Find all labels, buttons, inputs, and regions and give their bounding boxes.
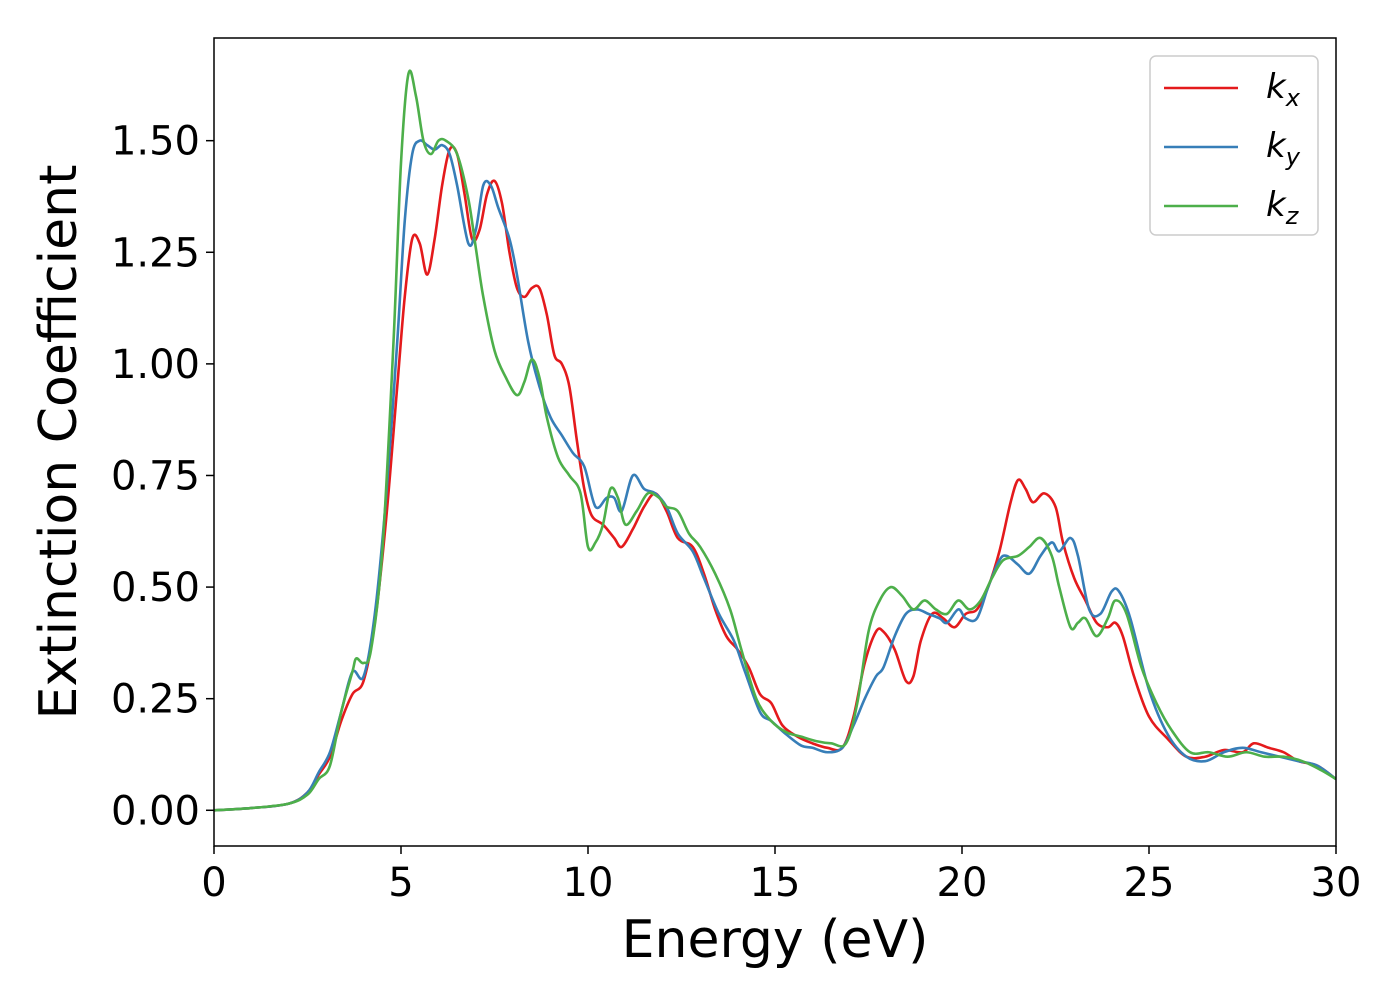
y-axis-title: Extinction Coefficient: [29, 165, 89, 720]
y-tick-label: 0.50: [111, 565, 200, 611]
legend-entries: kx ky kz: [1164, 67, 1301, 230]
series-line-x: [214, 145, 1336, 812]
legend-label-x: kx: [1266, 67, 1301, 112]
legend-box: [1149, 55, 1319, 236]
legend: kx ky kz: [1149, 55, 1319, 236]
x-ticks: 0 5 10 15 20 25 30: [201, 846, 1361, 906]
series-line-z: [214, 69, 1336, 812]
y-tick-label: 1.00: [111, 342, 200, 388]
x-tick-label: 20: [937, 860, 988, 906]
x-tick-label: 0: [201, 860, 226, 906]
lines-layer: [214, 69, 1336, 812]
y-tick-label: 1.50: [111, 119, 200, 165]
y-tick-label: 0.00: [111, 788, 200, 834]
x-tick-label: 10: [563, 860, 614, 906]
y-tick-label: 0.25: [111, 677, 200, 723]
y-tick-label: 0.75: [111, 453, 200, 499]
x-tick-label: 5: [388, 860, 413, 906]
x-tick-label: 30: [1311, 860, 1362, 906]
legend-label-y: ky: [1266, 126, 1301, 171]
x-tick-label: 15: [750, 860, 801, 906]
legend-label-z: kz: [1266, 185, 1300, 230]
x-axis-title: Energy (eV): [622, 910, 929, 970]
y-tick-label: 1.25: [111, 230, 200, 276]
x-tick-label: 25: [1124, 860, 1175, 906]
y-ticks: 0.00 0.25 0.50 0.75 1.00 1.25 1.50: [111, 119, 214, 834]
